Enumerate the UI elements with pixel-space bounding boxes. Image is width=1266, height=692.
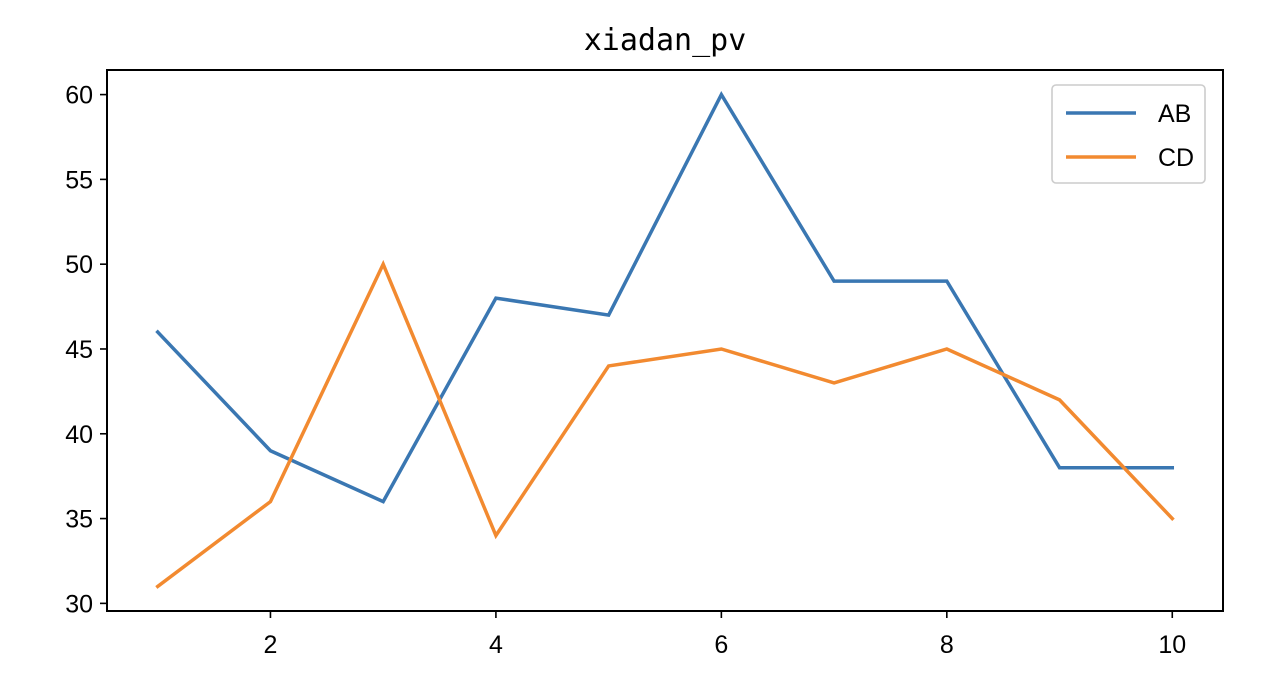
plot-area	[155, 90, 1175, 589]
legend-label-cd: CD	[1158, 144, 1194, 172]
series-line-ab	[155, 90, 1175, 504]
y-tick-label: 40	[65, 421, 93, 449]
y-tick-label: 55	[65, 166, 93, 194]
y-tick-label: 35	[65, 506, 93, 534]
y-tick-label: 45	[65, 336, 93, 364]
axis-ticks: 2 4 6 8 10 30 35 40 45 50 55 60	[65, 82, 1186, 659]
x-tick-label: 4	[489, 631, 503, 659]
legend: AB CD	[1051, 84, 1206, 184]
legend-label-ab: AB	[1158, 100, 1191, 128]
axes-frame	[106, 69, 1224, 612]
series-line-cd	[155, 259, 1175, 589]
y-tick-label: 60	[65, 82, 93, 110]
x-tick-label: 8	[940, 631, 954, 659]
x-tick-label: 10	[1158, 631, 1186, 659]
x-tick-label: 2	[264, 631, 278, 659]
y-tick-label: 30	[65, 590, 93, 618]
y-tick-label: 50	[65, 251, 93, 279]
chart-title: xiadan_pv	[584, 23, 747, 58]
x-tick-label: 6	[714, 631, 728, 659]
